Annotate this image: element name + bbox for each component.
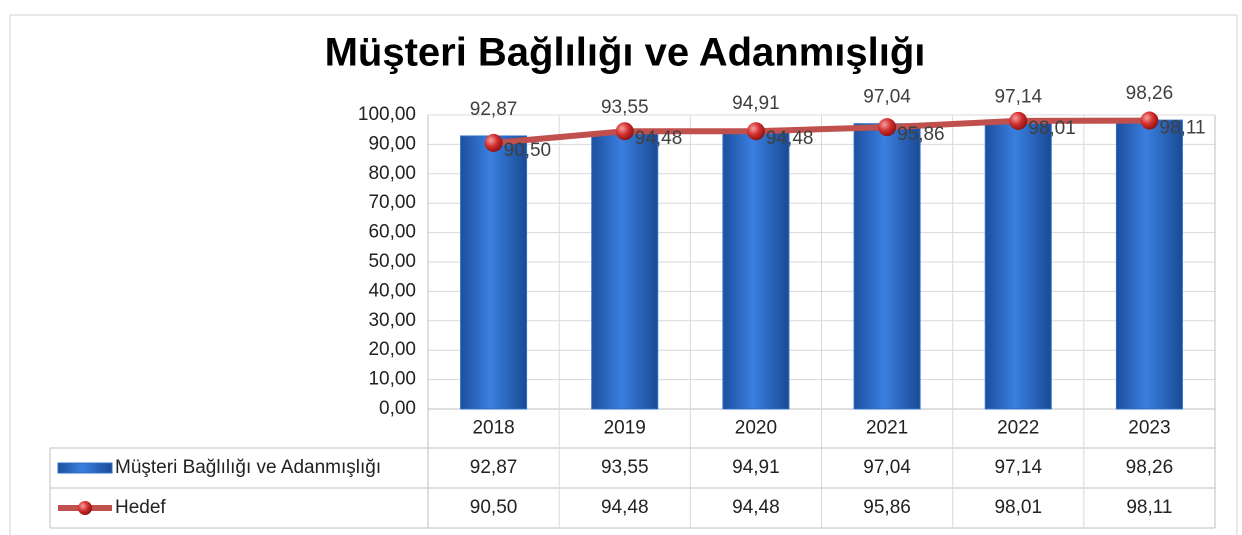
table-value: 95,86 [863, 497, 911, 518]
line [493, 117, 1150, 146]
bar [1115, 119, 1183, 410]
y-tick-label: 90,00 [368, 133, 416, 154]
bar [984, 122, 1052, 410]
table-value: 94,48 [601, 497, 649, 518]
table-value: 98,26 [1126, 457, 1174, 478]
y-tick-label: 20,00 [368, 339, 416, 360]
bar [853, 123, 921, 410]
y-tick-label: 30,00 [368, 310, 416, 331]
line-marker [615, 122, 634, 141]
x-tick-label: 2023 [1128, 418, 1170, 439]
line-value-label: 98,11 [1159, 118, 1205, 139]
table-value: 98,11 [1126, 497, 1172, 518]
bar-value-label: 92,87 [470, 99, 518, 120]
line-marker [1009, 111, 1028, 130]
bar [591, 133, 659, 410]
x-tick-label: 2021 [866, 418, 908, 439]
y-tick-label: 10,00 [368, 369, 416, 390]
bar-value-label: 93,55 [601, 97, 649, 118]
line-marker [878, 118, 897, 137]
legend-swatch [78, 501, 92, 515]
y-tick-label: 40,00 [368, 280, 416, 301]
y-tick-label: 100,00 [358, 104, 416, 125]
chart-frame [9, 14, 1238, 535]
table-value: 90,50 [470, 497, 518, 518]
bar-value-label: 98,26 [1126, 83, 1174, 104]
legend-label: Müşteri Bağlılığı ve Adanmışlığı [115, 457, 381, 478]
table-value: 94,48 [732, 497, 780, 518]
x-tick-label: 2018 [472, 418, 514, 439]
y-tick-label: 80,00 [368, 163, 416, 184]
table-value: 92,87 [470, 457, 518, 478]
table-value: 97,04 [863, 457, 911, 478]
line-value-label: 94,48 [766, 128, 814, 149]
x-tick-label: 2019 [604, 418, 646, 439]
line-value-label: 95,86 [897, 124, 945, 145]
bar [722, 129, 790, 410]
line-marker [1140, 111, 1159, 130]
y-tick-label: 60,00 [368, 222, 416, 243]
table-value: 97,14 [994, 457, 1042, 478]
line-marker [746, 122, 765, 141]
x-tick-label: 2022 [997, 418, 1039, 439]
legend-swatch [57, 462, 113, 474]
y-tick-label: 50,00 [368, 251, 416, 272]
y-tick-label: 0,00 [379, 398, 416, 419]
legend-label: Hedef [115, 497, 166, 518]
x-tick-label: 2020 [735, 418, 777, 439]
table-value: 93,55 [601, 457, 649, 478]
line-marker [484, 133, 503, 152]
bar-value-label: 94,91 [732, 93, 780, 114]
table-value: 98,01 [994, 497, 1042, 518]
y-tick-label: 70,00 [368, 192, 416, 213]
bar-value-label: 97,04 [863, 87, 911, 108]
bar [460, 135, 528, 410]
line-value-label: 90,50 [504, 140, 552, 161]
bar-value-label: 97,14 [994, 86, 1042, 107]
line-value-label: 98,01 [1028, 118, 1076, 139]
table-value: 94,91 [732, 457, 780, 478]
line-value-label: 94,48 [635, 128, 683, 149]
chart-title: Müşteri Bağlılığı ve Adanmışlığı [325, 31, 926, 75]
